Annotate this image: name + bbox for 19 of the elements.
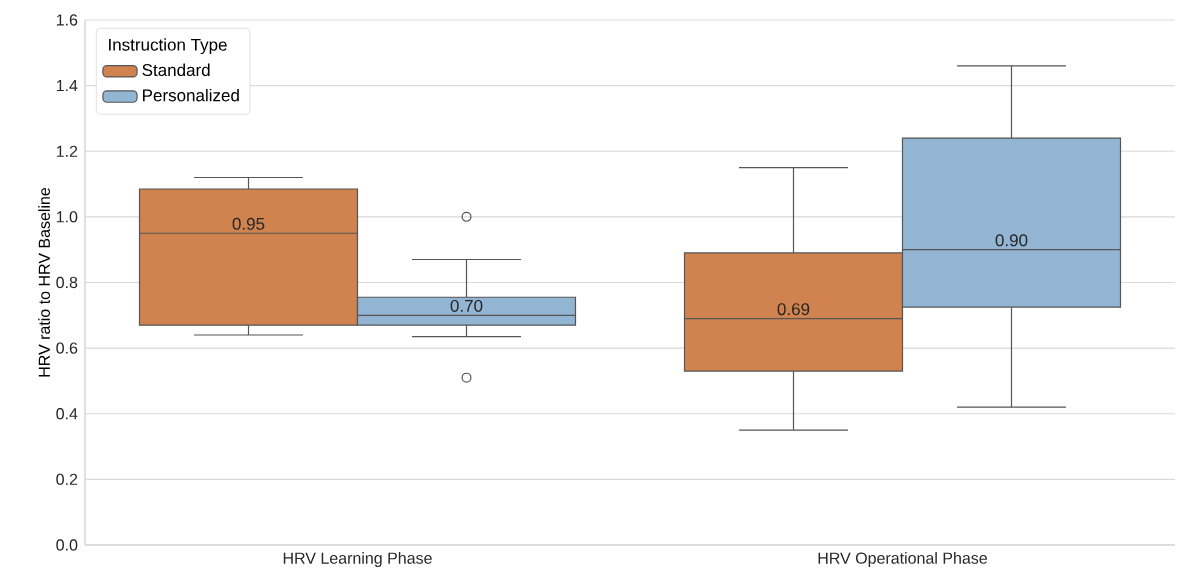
text: 0.69 (777, 303, 810, 316)
legend-label: Personalized (143, 88, 239, 102)
text: 0.90 (995, 234, 1028, 247)
x-tick-label: HRV Learning Phase (283, 552, 432, 567)
x-tick-label: HRV Operational Phase (818, 552, 987, 567)
y-tick-label: 0.0 (56, 539, 78, 551)
text: 0.70 (450, 299, 483, 312)
y-tick-label: 1.2 (56, 145, 78, 157)
y-tick-label: 0.4 (56, 408, 78, 420)
y-tick-label: 0.8 (56, 276, 78, 289)
legend-title: Instruction Type (109, 38, 227, 55)
text: 0.95 (232, 217, 265, 230)
y-tick-label: 1.6 (56, 14, 78, 26)
y-tick-label: 1.4 (56, 80, 78, 92)
y-tick-label: 0.2 (56, 473, 78, 486)
legend-label: Standard (142, 63, 210, 77)
y-tick-label: 0.6 (56, 342, 78, 354)
y-axis-title: HRV ratio to HRV Baseline (38, 187, 50, 377)
y-tick-label: 1.0 (56, 211, 78, 223)
